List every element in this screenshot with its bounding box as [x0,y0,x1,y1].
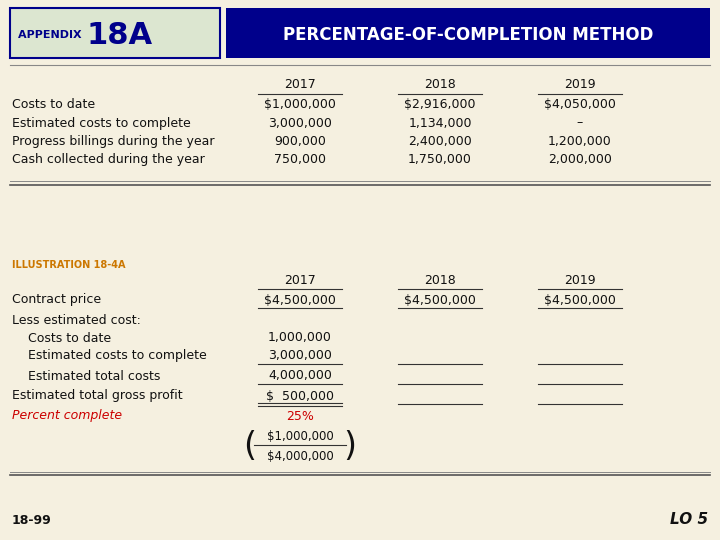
Text: 3,000,000: 3,000,000 [268,349,332,362]
Text: Cash collected during the year: Cash collected during the year [12,152,204,165]
Text: 2017: 2017 [284,78,316,91]
Text: $4,500,000: $4,500,000 [404,294,476,307]
Text: APPENDIX: APPENDIX [17,30,85,40]
Text: 2,000,000: 2,000,000 [548,152,612,165]
Text: 750,000: 750,000 [274,152,326,165]
Text: 18A: 18A [87,21,153,50]
Text: Contract price: Contract price [12,294,101,307]
Text: Estimated costs to complete: Estimated costs to complete [28,349,207,362]
Text: 1,750,000: 1,750,000 [408,152,472,165]
Text: Estimated total costs: Estimated total costs [28,369,161,382]
Text: Costs to date: Costs to date [12,98,95,111]
Text: 2017: 2017 [284,273,316,287]
Text: 18-99: 18-99 [12,514,52,526]
Text: 1,200,000: 1,200,000 [548,134,612,147]
Text: 25%: 25% [286,409,314,422]
Text: $2,916,000: $2,916,000 [404,98,476,111]
Text: Costs to date: Costs to date [28,332,111,345]
Text: Estimated total gross profit: Estimated total gross profit [12,389,183,402]
Text: 2019: 2019 [564,273,596,287]
Text: 3,000,000: 3,000,000 [268,117,332,130]
Text: 2018: 2018 [424,273,456,287]
Text: 900,000: 900,000 [274,134,326,147]
Text: 4,000,000: 4,000,000 [268,369,332,382]
Text: $  500,000: $ 500,000 [266,389,334,402]
Text: ): ) [343,429,356,462]
Text: $4,000,000: $4,000,000 [266,449,333,462]
Text: ILLUSTRATION 18-4A: ILLUSTRATION 18-4A [12,260,125,270]
Text: 2,400,000: 2,400,000 [408,134,472,147]
FancyBboxPatch shape [10,8,220,58]
Text: $1,000,000: $1,000,000 [266,429,333,442]
Text: $4,050,000: $4,050,000 [544,98,616,111]
Text: PERCENTAGE-OF-COMPLETION METHOD: PERCENTAGE-OF-COMPLETION METHOD [283,26,653,44]
Text: 2018: 2018 [424,78,456,91]
Text: $4,500,000: $4,500,000 [264,294,336,307]
Text: –: – [577,117,583,130]
Text: $4,500,000: $4,500,000 [544,294,616,307]
Text: 2019: 2019 [564,78,596,91]
Text: (: ( [243,429,256,462]
Text: 1,000,000: 1,000,000 [268,332,332,345]
Text: LO 5: LO 5 [670,512,708,528]
Text: Less estimated cost:: Less estimated cost: [12,314,141,327]
Text: $1,000,000: $1,000,000 [264,98,336,111]
Text: Estimated costs to complete: Estimated costs to complete [12,117,191,130]
Text: 1,134,000: 1,134,000 [408,117,472,130]
Text: Percent complete: Percent complete [12,409,122,422]
FancyBboxPatch shape [226,8,710,58]
Text: Progress billings during the year: Progress billings during the year [12,134,215,147]
